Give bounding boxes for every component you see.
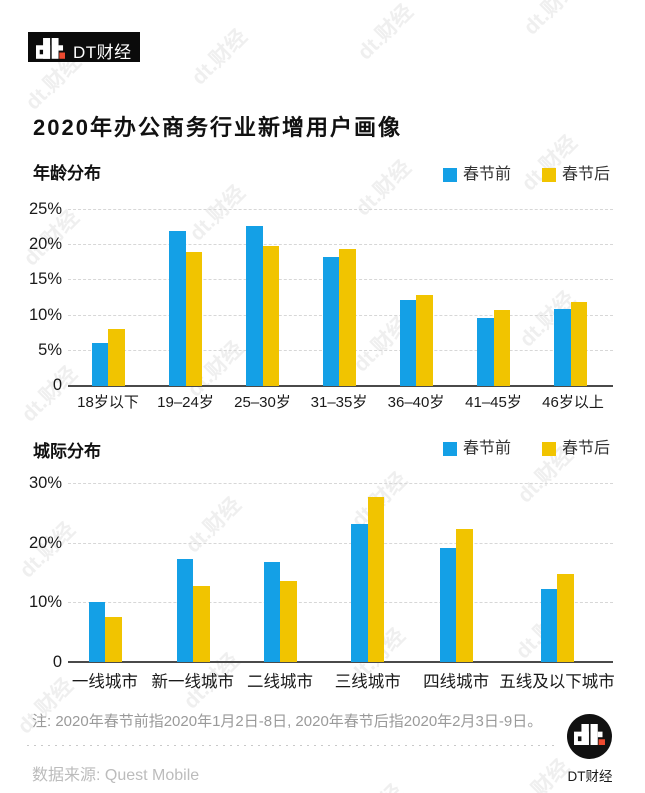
svg-text:dt.财经: dt.财经 [187, 25, 252, 90]
svg-text:dt.财经: dt.财经 [519, 0, 584, 39]
svg-text:dt.财经: dt.财经 [351, 156, 416, 221]
svg-text:dt.财经: dt.财经 [353, 0, 418, 64]
svg-text:dt.财经: dt.财经 [509, 755, 574, 793]
svg-text:dt.财经: dt.财经 [181, 493, 246, 558]
svg-text:dt.财经: dt.财经 [185, 181, 250, 246]
svg-text:dt.财经: dt.财经 [517, 131, 582, 196]
svg-text:dt.财经: dt.财经 [343, 780, 408, 793]
